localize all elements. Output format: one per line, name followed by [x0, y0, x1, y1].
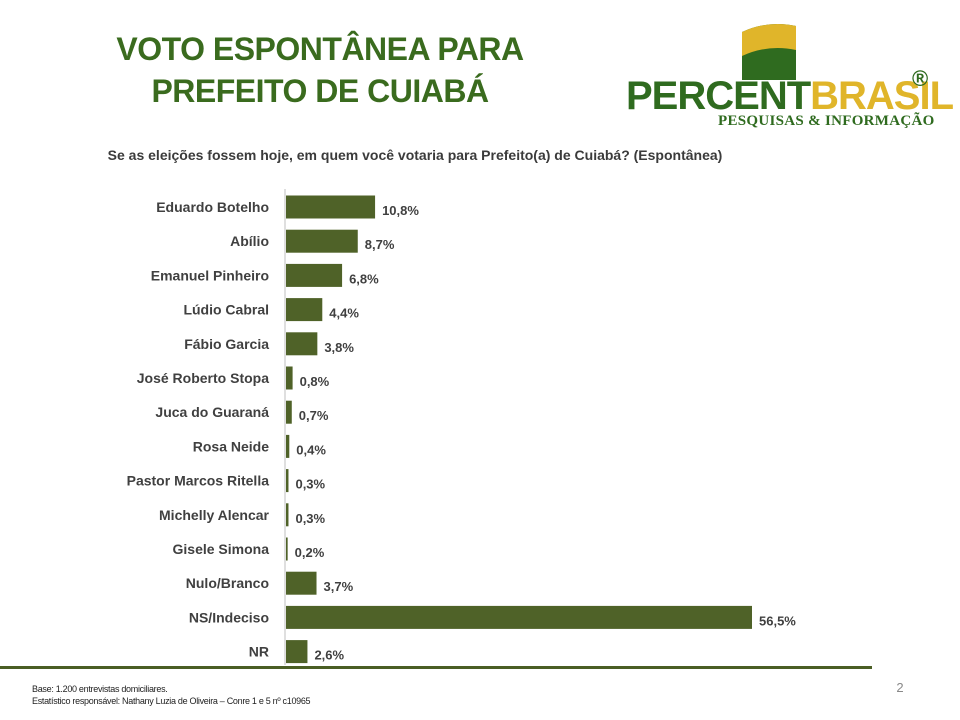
data-label: 4,4%	[329, 306, 359, 321]
category-label: Gisele Simona	[173, 541, 270, 557]
category-label: NR	[249, 644, 269, 660]
bar	[286, 195, 376, 219]
registered-mark: ®	[912, 66, 929, 91]
category-label: José Roberto Stopa	[137, 370, 269, 386]
category-label: Eduardo Botelho	[156, 199, 269, 215]
bar	[286, 537, 288, 561]
data-label: 8,7%	[365, 237, 395, 252]
data-label: 3,7%	[324, 579, 354, 594]
bar-chart: Eduardo Botelho 10,8% Abílio 8,7% Emanuel Pi…	[127, 189, 796, 665]
bar	[286, 469, 289, 493]
bar	[286, 571, 317, 595]
bar	[286, 434, 290, 458]
flag-icon	[742, 24, 796, 80]
footer-notes: Base: 1.200 entrevistas domiciliares. Es…	[32, 683, 311, 707]
category-label: Fábio Garcia	[184, 336, 269, 352]
bar	[286, 503, 289, 527]
data-label: 0,8%	[300, 374, 330, 389]
bar	[286, 298, 323, 322]
bar	[286, 332, 318, 356]
bar	[286, 263, 343, 287]
data-label: 0,3%	[295, 511, 325, 526]
footer-divider	[0, 666, 872, 669]
logo-wordmark: PERCENTBRASIL	[626, 72, 954, 120]
slide-title-line1: VOTO ESPONTÂNEA PARA	[116, 31, 524, 67]
data-label: 10,8%	[382, 203, 419, 218]
data-label: 0,3%	[295, 477, 325, 492]
category-label: Pastor Marcos Ritella	[127, 473, 270, 489]
category-label: Juca do Guaraná	[155, 404, 269, 420]
survey-question: Se as eleições fossem hoje, em quem você…	[107, 147, 723, 163]
logo-word-brasil: BRASIL	[810, 74, 954, 118]
footer-base: Base: 1.200 entrevistas domiciliares.	[32, 684, 168, 694]
category-label: Michelly Alencar	[159, 507, 270, 523]
category-label: Emanuel Pinheiro	[151, 267, 269, 283]
data-label: 0,4%	[296, 442, 326, 457]
data-label: 3,8%	[324, 340, 354, 355]
category-label: Lúdio Cabral	[183, 302, 269, 318]
percentbrasil-logo: PERCENTBRASIL ® PESQUISAS & INFORMAÇÃO	[620, 20, 954, 135]
logo-word-percent: PERCENT	[626, 74, 811, 118]
data-label: 0,2%	[295, 545, 325, 560]
data-label: 56,5%	[759, 613, 796, 628]
category-label: NS/Indeciso	[189, 609, 269, 625]
category-label: Nulo/Branco	[186, 575, 269, 591]
slide-title: VOTO ESPONTÂNEA PARA PREFEITO DE CUIABÁ	[60, 28, 580, 112]
page-number: 2	[896, 680, 904, 695]
bar	[286, 366, 293, 390]
footer-responsible: Estatístico responsável: Nathany Luzia d…	[32, 696, 311, 706]
category-label: Abílio	[230, 233, 269, 249]
data-label: 6,8%	[349, 271, 379, 286]
bar	[286, 640, 308, 664]
data-label: 0,7%	[299, 408, 329, 423]
bar	[286, 605, 752, 629]
logo-subtitle: PESQUISAS & INFORMAÇÃO	[718, 113, 935, 129]
data-label: 2,6%	[314, 648, 344, 663]
slide-title-line2: PREFEITO DE CUIABÁ	[151, 73, 489, 109]
bar	[286, 229, 358, 253]
bar	[286, 400, 292, 424]
category-label: Rosa Neide	[193, 438, 269, 454]
